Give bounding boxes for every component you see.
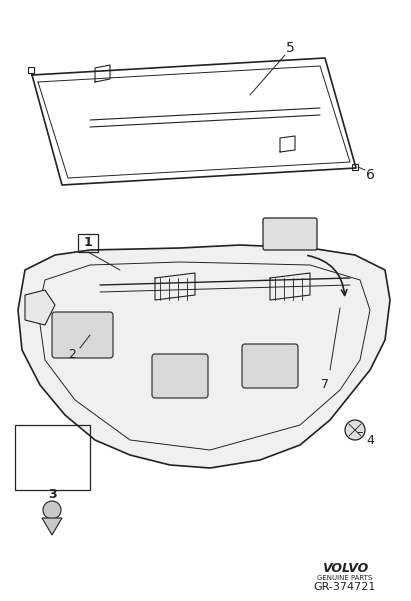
Text: 5: 5 xyxy=(286,41,294,55)
Text: 7: 7 xyxy=(321,379,329,391)
Polygon shape xyxy=(18,245,390,468)
FancyBboxPatch shape xyxy=(263,218,317,250)
FancyArrowPatch shape xyxy=(308,255,347,295)
Text: VOLVO: VOLVO xyxy=(322,561,368,575)
FancyBboxPatch shape xyxy=(242,344,298,388)
Text: GENUINE PARTS: GENUINE PARTS xyxy=(317,575,373,581)
Circle shape xyxy=(345,420,365,440)
Text: 6: 6 xyxy=(365,168,374,182)
Text: 2: 2 xyxy=(68,349,76,361)
Text: 1: 1 xyxy=(83,237,92,249)
FancyBboxPatch shape xyxy=(152,354,208,398)
FancyBboxPatch shape xyxy=(52,312,113,358)
Polygon shape xyxy=(42,518,62,535)
Text: GR-374721: GR-374721 xyxy=(314,582,376,592)
Circle shape xyxy=(43,501,61,519)
Text: 3: 3 xyxy=(48,489,56,501)
Polygon shape xyxy=(25,290,55,325)
Text: 4: 4 xyxy=(366,433,374,447)
